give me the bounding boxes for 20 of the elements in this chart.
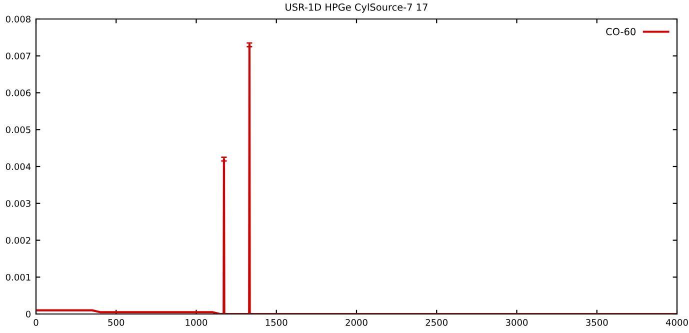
- chart-title: USR-1D HPGe CylSource-7 17: [286, 3, 428, 13]
- y-tick-label: 0.001: [6, 274, 30, 281]
- x-tick-label: 1500: [266, 319, 288, 326]
- y-tick-label: 0.005: [6, 126, 30, 134]
- y-tick-label: 0.006: [6, 89, 31, 96]
- legend-label: CO-60: [606, 28, 636, 36]
- x-tick-label: 2000: [346, 319, 368, 326]
- y-tick-label: 0.007: [6, 52, 30, 60]
- x-tick-label: 4000: [666, 319, 688, 326]
- x-tick-label: 1000: [186, 319, 208, 326]
- x-tick-label: 0: [34, 319, 38, 326]
- x-tick-label: 3000: [506, 319, 528, 326]
- x-tick-label: 500: [108, 319, 124, 326]
- y-tick-label: 0.002: [6, 236, 30, 244]
- x-tick-label: 3500: [586, 319, 608, 326]
- x-tick-label: 2500: [426, 319, 448, 326]
- y-tick-label: 0: [26, 310, 31, 318]
- y-tick-label: 0.008: [6, 16, 31, 23]
- y-tick-label: 0.003: [6, 200, 30, 207]
- y-tick-label: 0.004: [6, 163, 31, 170]
